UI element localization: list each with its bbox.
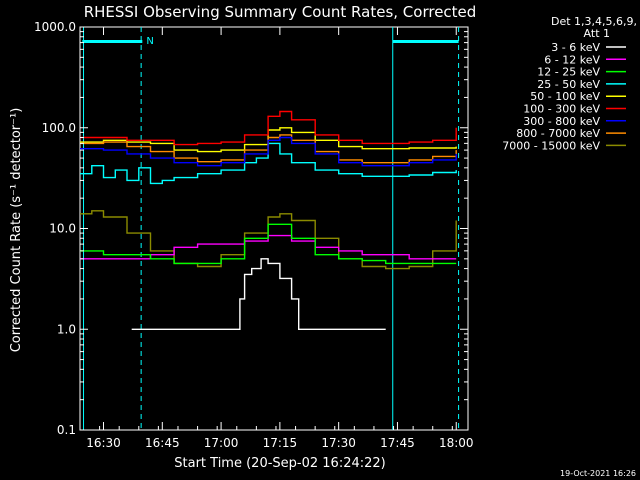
y-axis-label: Corrected Count Rate (s⁻¹ detector⁻¹) [9,108,24,353]
series-line-5 [80,110,457,146]
chart-title: RHESSI Observing Summary Count Rates, Co… [84,3,477,21]
legend-label: 12 - 25 keV [537,66,600,79]
y-tick-label: 1000.0 [34,20,76,34]
x-tick-label: 17:30 [321,436,356,450]
legend-label: 300 - 800 keV [523,115,600,128]
y-tick-label: 10.0 [49,222,76,236]
flag-label: N [146,36,153,47]
legend-label: 7000 - 15000 keV [502,139,600,152]
legend-label: 50 - 100 keV [530,90,600,103]
y-tick-label: 1.0 [57,322,76,336]
series-line-3 [80,142,457,185]
legend-label: 800 - 7000 keV [516,127,600,140]
flag-bar [392,40,459,43]
series-line-8 [80,210,457,270]
y-tick-label: 100.0 [42,121,76,135]
series-line-7 [80,134,457,164]
x-tick-label: 17:00 [204,436,239,450]
footer-timestamp: 19-Oct-2021 16:26 [560,469,636,478]
series-line-0 [131,258,386,330]
legend-label: 100 - 300 keV [523,103,600,116]
x-tick-label: 17:15 [263,436,298,450]
x-tick-label: 16:45 [145,436,180,450]
x-tick-label: 16:30 [86,436,121,450]
x-tick-label: 17:45 [380,436,415,450]
legend-header-line-1: Det 1,3,4,5,6,9, [551,15,637,28]
x-tick-label: 18:00 [439,436,474,450]
flag-bar [82,40,143,43]
legend-label: 25 - 50 keV [537,78,600,91]
series-line-2 [80,223,457,265]
legend-header-line-2: Att 1 [584,27,610,40]
x-axis-label: Start Time (20-Sep-02 16:24:22) [174,456,385,471]
series-line-6 [80,136,457,167]
legend-label: 3 - 6 keV [551,41,600,54]
y-tick-label: 0.1 [57,423,76,437]
plot-frame [79,26,469,431]
legend-label: 6 - 12 keV [544,53,600,66]
